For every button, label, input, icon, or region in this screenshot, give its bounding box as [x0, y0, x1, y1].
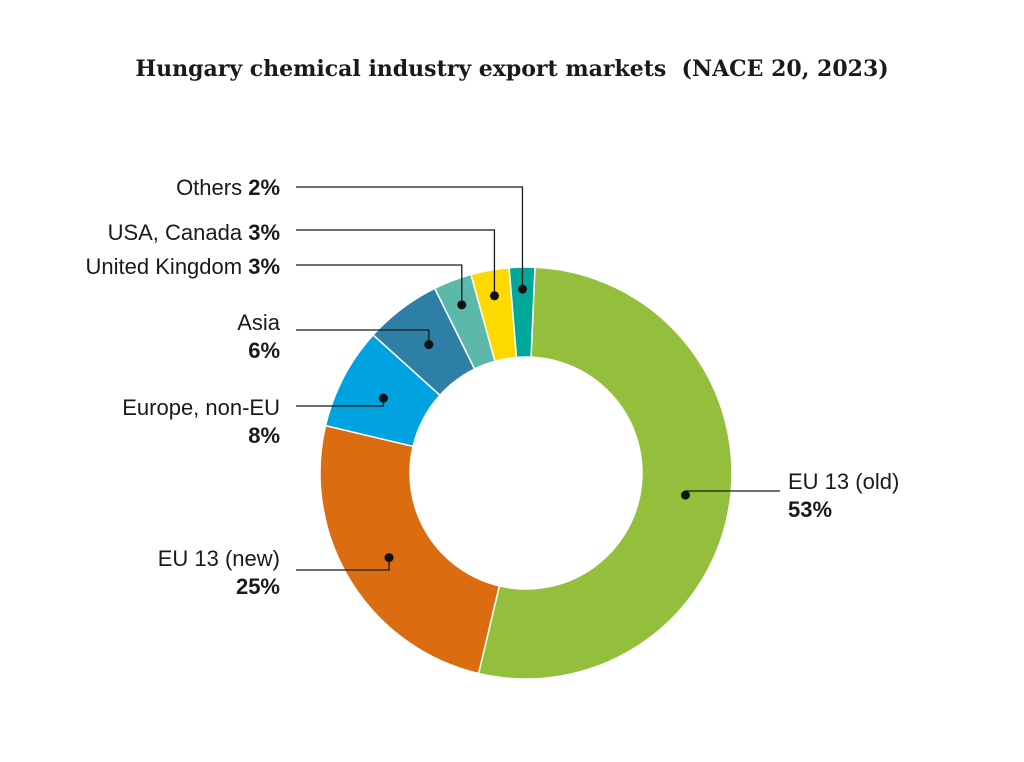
leader-line-usa-canada — [296, 229, 496, 296]
labels-layer: EU 13 (old) 53% EU 13 (new) 25% Europe, non-… — [86, 175, 900, 599]
leader-dot-eu-13-old — [680, 490, 690, 500]
label-value-united-kingdom: 3% — [248, 254, 280, 279]
label-value-eu-13-new: 25% — [236, 574, 280, 599]
label-value-usa-canada: 3% — [248, 220, 280, 245]
slice-eu-13-old — [477, 266, 733, 680]
label-name-eu-13-old: EU 13 (old) — [788, 469, 899, 494]
leader-dot-asia — [424, 340, 434, 350]
slice-others — [508, 266, 536, 359]
leader-line-asia — [296, 329, 430, 345]
label-name-others: Others — [176, 175, 248, 200]
leader-line-others — [296, 186, 524, 290]
label-name-united-kingdom: United Kingdom — [86, 254, 249, 279]
leader-lines-layer — [296, 186, 780, 571]
slice-eu-13-new — [319, 424, 501, 675]
leader-dot-others — [517, 284, 527, 294]
label-name-eu-13-new: EU 13 (new) — [158, 546, 280, 571]
label-value-asia: 6% — [248, 338, 280, 363]
label-name-europe-non-eu: Europe, non-EU — [122, 395, 280, 420]
label-name-asia: Asia — [237, 310, 281, 335]
label-value-others: 2% — [248, 175, 280, 200]
slices-layer — [319, 266, 733, 680]
label-others: Others 2% — [176, 175, 280, 200]
leader-line-united-kingdom — [296, 264, 463, 305]
chart-title: Hungary chemical industry export markets… — [135, 56, 889, 82]
label-usa-canada: USA, Canada 3% — [108, 220, 280, 245]
leader-dot-eu-13-new — [384, 553, 394, 563]
leader-dot-usa-canada — [489, 291, 499, 301]
label-value-eu-13-old: 53% — [788, 497, 832, 522]
leader-dot-united-kingdom — [457, 300, 467, 310]
label-united-kingdom: United Kingdom 3% — [86, 254, 280, 279]
label-name-usa-canada: USA, Canada — [108, 220, 249, 245]
leader-dot-europe-non-eu — [378, 393, 388, 403]
label-value-europe-non-eu: 8% — [248, 423, 280, 448]
